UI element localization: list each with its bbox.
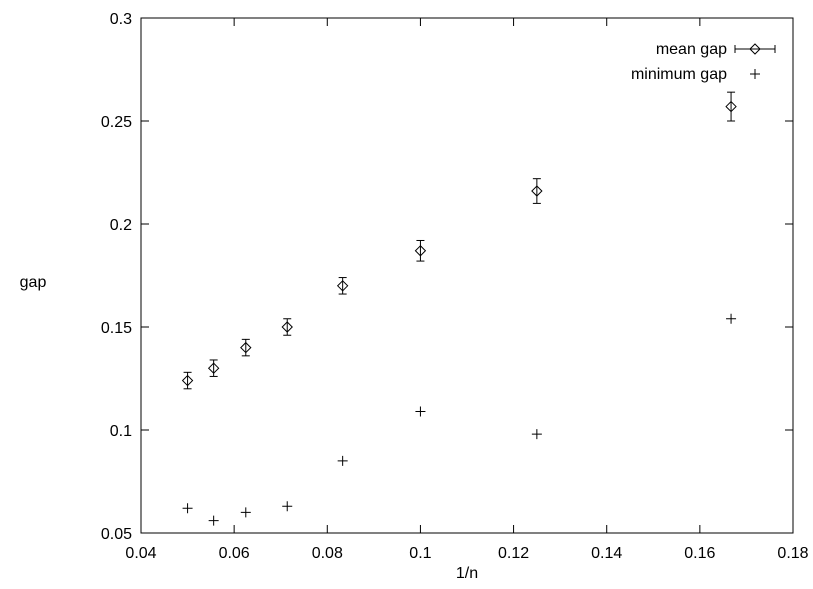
legend: mean gap minimum gap xyxy=(631,41,776,83)
mean-gap-point xyxy=(531,185,543,197)
x-tick-label: 0.04 xyxy=(125,545,156,562)
x-axis-label: 1/n xyxy=(456,565,478,582)
mean-gap-point xyxy=(336,280,349,292)
y-tick-label: 0.15 xyxy=(101,320,132,337)
minimum-gap-point xyxy=(415,406,426,417)
minimum-gap-point xyxy=(240,507,251,518)
plot-frame xyxy=(140,17,794,534)
y-tick-label: 0.1 xyxy=(110,423,132,440)
mean-gap-point xyxy=(240,341,252,354)
x-tick-label: 0.16 xyxy=(684,545,715,562)
minimum-gap-point xyxy=(726,313,737,324)
legend-mean-gap-marker xyxy=(749,43,761,55)
minimum-gap-point xyxy=(531,429,542,440)
y-tick-label: 0.2 xyxy=(110,217,132,234)
x-tick-label: 0.14 xyxy=(591,545,622,562)
x-tick-label: 0.12 xyxy=(498,545,529,562)
mean-gap-point xyxy=(281,321,293,333)
minimum-gap-point xyxy=(182,503,193,514)
y-tick-label: 0.25 xyxy=(101,114,132,131)
legend-label-minimum-gap: minimum gap xyxy=(631,66,727,83)
plot-marks xyxy=(181,91,737,526)
x-tick-label: 0.1 xyxy=(409,545,431,562)
legend-minimum-gap-marker xyxy=(750,69,760,79)
x-axis: 0.04 0.06 0.08 0.1 0.12 0.14 0.16 0.18 xyxy=(125,18,809,562)
x-tick-label: 0.18 xyxy=(777,545,808,562)
x-tick-label: 0.06 xyxy=(219,545,250,562)
y-tick-label: 0.05 xyxy=(101,526,132,543)
legend-label-mean-gap: mean gap xyxy=(656,41,727,58)
y-tick-label: 0.3 xyxy=(110,11,132,28)
y-axis-label: gap xyxy=(20,274,47,291)
x-tick-label: 0.08 xyxy=(312,545,343,562)
mean-gap-point xyxy=(414,245,427,257)
minimum-gap-point xyxy=(337,455,348,466)
mean-gap-point xyxy=(725,100,737,113)
mean-gap-point xyxy=(207,362,220,374)
y-axis: 0.05 0.1 0.15 0.2 0.25 0.3 xyxy=(101,11,793,543)
minimum-gap-point xyxy=(208,515,219,526)
minimum-gap-point xyxy=(282,501,293,512)
mean-gap-point xyxy=(181,374,194,387)
